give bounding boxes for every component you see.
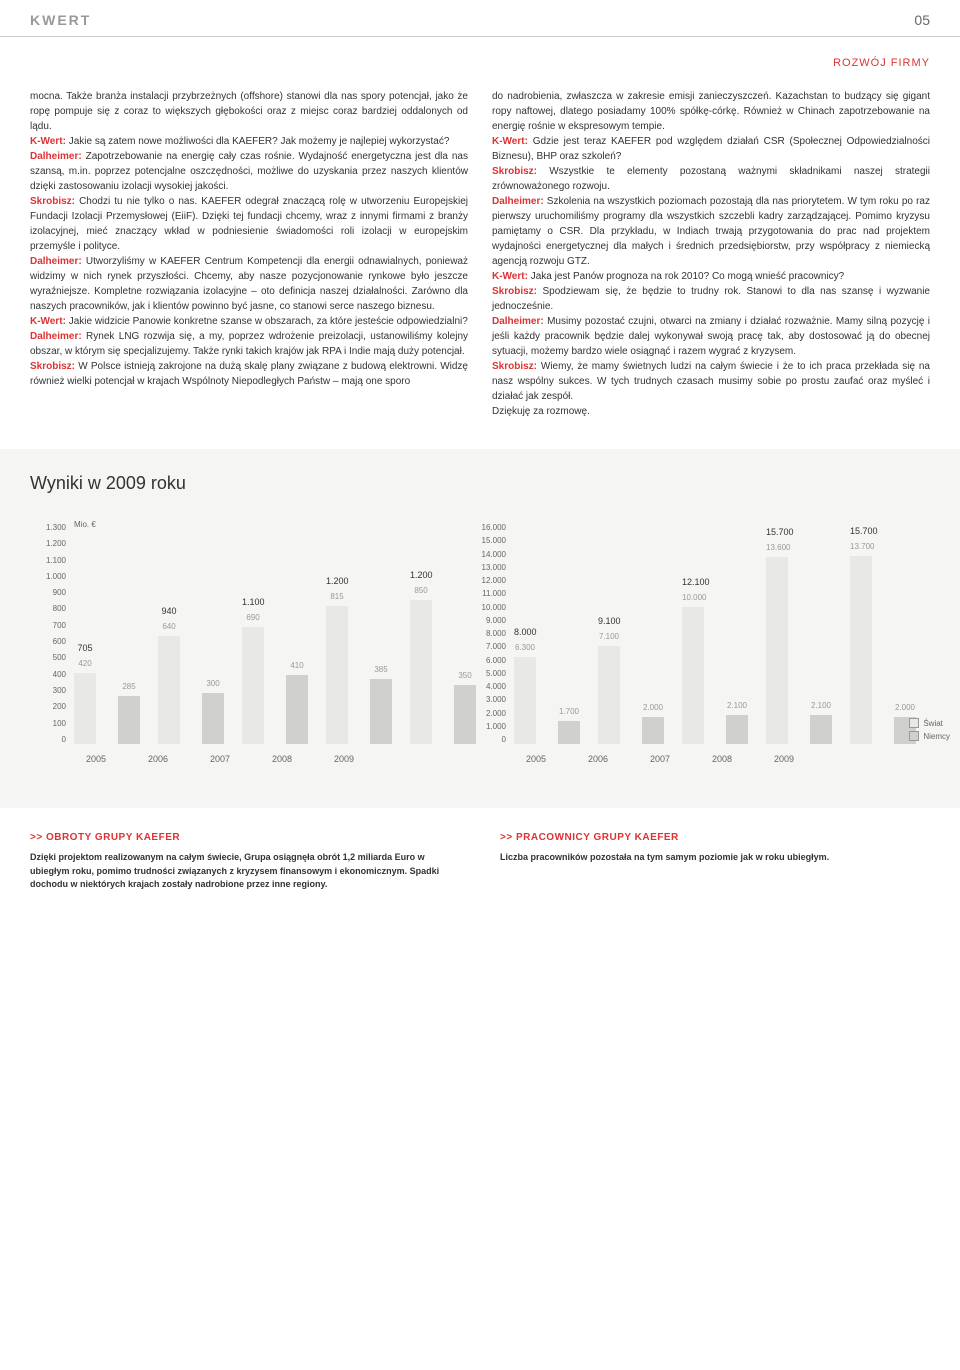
employees-chart: 16.00015.00014.00013.00012.00011.00010.0…	[470, 524, 830, 784]
footer-revenue: >> OBROTY GRUPY KAEFER Dzięki projektom …	[30, 832, 460, 892]
chart-legend: Świat Niemcy	[909, 718, 950, 744]
chart-section: Wyniki w 2009 roku Mio. € 1.3001.2001.10…	[0, 449, 960, 808]
revenue-chart: Mio. € 1.3001.2001.1001.0009008007006005…	[30, 524, 390, 784]
page-header: KWERT 05	[0, 0, 960, 37]
logo: KWERT	[30, 12, 91, 28]
chart-footers: >> OBROTY GRUPY KAEFER Dzięki projektom …	[0, 808, 960, 916]
article-column-right: do nadrobienia, zwłaszcza w zakresie emi…	[492, 89, 930, 419]
article-column-left: mocna. Także branża instalacji przybrzeż…	[30, 89, 468, 419]
page-number: 05	[914, 12, 930, 28]
legend-germany: Niemcy	[923, 732, 950, 741]
article-body: mocna. Także branża instalacji przybrzeż…	[0, 79, 960, 449]
footer-text: Dzięki projektom realizowanym na całym ś…	[30, 851, 460, 892]
footer-employees: >> PRACOWNICY GRUPY KAEFER Liczba pracow…	[500, 832, 930, 892]
chart-section-title: Wyniki w 2009 roku	[30, 473, 930, 494]
footer-title: >> PRACOWNICY GRUPY KAEFER	[500, 832, 930, 843]
section-label: ROZWÓJ FIRMY	[0, 37, 960, 79]
legend-world: Świat	[923, 719, 943, 728]
footer-text: Liczba pracowników pozostała na tym samy…	[500, 851, 930, 865]
footer-title: >> OBROTY GRUPY KAEFER	[30, 832, 460, 843]
